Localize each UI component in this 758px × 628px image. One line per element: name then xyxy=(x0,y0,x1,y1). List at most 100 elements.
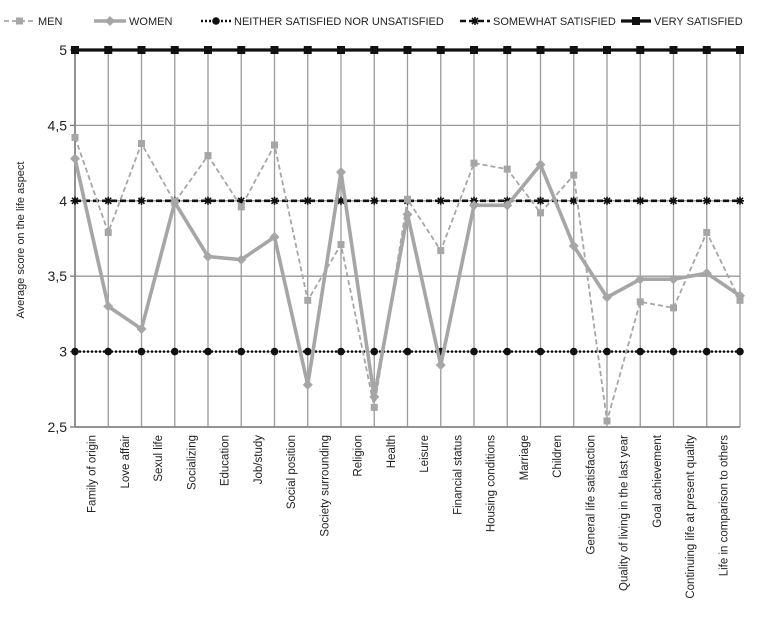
y-tick-label: 5 xyxy=(59,42,67,58)
data-point xyxy=(603,417,611,425)
data-point xyxy=(105,16,115,26)
series-neither-satisfied-nor-unsatisfied xyxy=(71,347,744,356)
data-point xyxy=(636,347,645,356)
legend-label: WOMEN xyxy=(129,16,172,28)
data-point xyxy=(270,196,279,205)
data-point xyxy=(104,228,112,236)
data-point xyxy=(568,241,579,252)
data-point xyxy=(136,323,147,334)
data-point xyxy=(204,196,212,205)
data-point xyxy=(71,347,79,356)
x-category-label: Financial status xyxy=(452,435,464,515)
data-point xyxy=(436,46,445,54)
legend-item: NEITHER SATISFIED NOR UNSATISFIED xyxy=(201,16,444,28)
data-point xyxy=(303,347,312,356)
data-point xyxy=(536,347,545,356)
data-point xyxy=(71,196,79,205)
data-point xyxy=(170,46,179,54)
data-point xyxy=(71,46,79,54)
legend: MEN WOMEN NEITHER SATISFIED NOR UNSATISFIE… xyxy=(4,16,743,28)
legend-item: SOMEWHAT SATISFIED xyxy=(460,16,616,28)
data-point xyxy=(171,198,179,206)
data-point xyxy=(103,301,114,312)
data-point xyxy=(636,196,645,205)
data-point xyxy=(636,298,644,306)
data-point xyxy=(569,196,578,205)
data-point xyxy=(204,152,212,160)
legend-label: VERY SATISFIED xyxy=(654,16,743,28)
x-category-label: Life in comparison to others xyxy=(718,435,730,577)
y-axis-label: Average score on the life aspect xyxy=(15,162,27,319)
data-point xyxy=(137,196,146,205)
data-point xyxy=(302,379,313,390)
x-category-label: Leisure xyxy=(419,435,431,473)
x-category-label: Love affair xyxy=(120,435,132,489)
data-point xyxy=(603,347,611,356)
data-point xyxy=(470,347,478,356)
data-point xyxy=(370,403,378,411)
x-category-label: Job/study xyxy=(253,435,265,484)
data-point xyxy=(569,347,578,356)
x-category-label: Health xyxy=(386,435,398,468)
data-point xyxy=(702,196,711,205)
y-tick-label: 3,5 xyxy=(48,268,68,284)
data-point xyxy=(503,46,512,54)
data-point xyxy=(569,46,578,54)
data-point xyxy=(370,347,379,356)
x-category-label: Social position xyxy=(286,435,298,509)
data-point xyxy=(71,133,79,141)
data-point xyxy=(337,196,345,205)
data-point xyxy=(236,254,247,265)
data-point xyxy=(603,46,611,54)
data-point xyxy=(503,165,511,173)
data-point xyxy=(269,231,280,242)
data-point xyxy=(702,347,711,356)
data-point xyxy=(104,46,113,54)
data-point xyxy=(668,274,679,285)
data-point xyxy=(703,228,711,236)
data-point xyxy=(669,347,678,356)
data-point xyxy=(203,251,213,262)
data-point xyxy=(701,268,712,279)
data-point xyxy=(632,17,640,25)
data-point xyxy=(636,46,645,54)
legend-label: NEITHER SATISFIED NOR UNSATISFIED xyxy=(234,16,444,28)
data-point xyxy=(437,247,445,255)
data-point xyxy=(303,46,312,54)
data-point xyxy=(669,196,678,205)
data-point xyxy=(303,196,312,205)
x-category-label: Socializing xyxy=(186,435,198,490)
data-point xyxy=(536,46,545,54)
data-point xyxy=(635,274,646,285)
data-point xyxy=(138,139,145,147)
data-point xyxy=(237,347,246,356)
data-point xyxy=(470,46,478,54)
data-point xyxy=(337,241,345,249)
data-point xyxy=(370,196,379,205)
data-point xyxy=(436,196,445,205)
data-point xyxy=(602,292,612,303)
data-point xyxy=(537,209,544,217)
x-category-label: Education xyxy=(220,435,232,486)
data-point xyxy=(237,196,246,205)
data-point xyxy=(16,17,23,25)
data-point xyxy=(137,347,146,356)
data-point xyxy=(304,296,312,304)
data-point xyxy=(603,196,611,205)
data-point xyxy=(570,171,578,179)
data-point xyxy=(535,159,546,170)
data-point xyxy=(204,347,212,356)
legend-label: SOMEWHAT SATISFIED xyxy=(493,16,616,28)
series-men xyxy=(71,133,744,425)
data-point xyxy=(337,347,345,356)
data-point xyxy=(669,46,678,54)
data-point xyxy=(404,195,411,203)
data-point xyxy=(502,200,513,211)
x-category-label: Family of origin xyxy=(87,435,99,513)
series-very-satisfied xyxy=(71,46,744,54)
data-point xyxy=(104,347,113,356)
data-point xyxy=(503,347,512,356)
data-point xyxy=(736,196,744,205)
data-point xyxy=(104,196,113,205)
